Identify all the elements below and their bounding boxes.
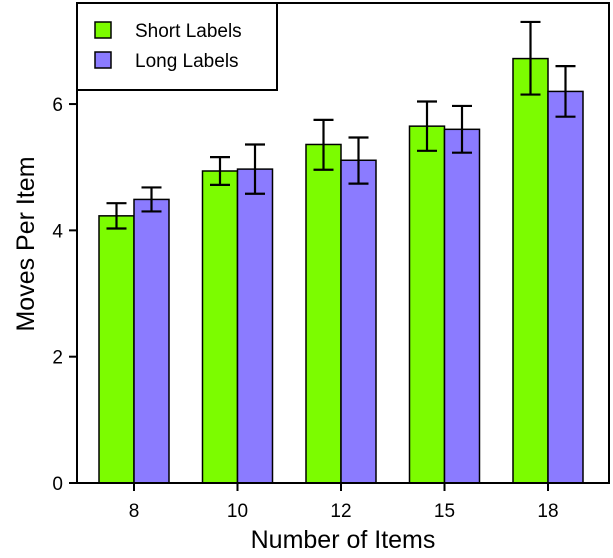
error-bar	[141, 186, 162, 213]
error-bar	[313, 118, 334, 171]
bar-long-labels	[547, 90, 584, 484]
axes-layer: 0 2 4 6 8 10 12 15 18	[52, 2, 610, 522]
y-axis-title: Moves Per Item	[12, 156, 40, 331]
bar-long-labels	[340, 159, 377, 484]
bars-layer	[98, 57, 584, 484]
bar-long-labels	[133, 198, 170, 484]
plot-frame	[76, 2, 610, 484]
x-tick-label: 15	[434, 501, 455, 522]
y-tick-label: 0	[52, 474, 63, 495]
error-bar	[417, 100, 437, 152]
y-tick-label: 6	[52, 95, 63, 116]
error-bars-layer	[106, 20, 576, 230]
legend-label: Long Labels	[135, 51, 239, 72]
x-tick-label: 10	[227, 501, 248, 522]
legend-swatch	[94, 21, 112, 39]
legend-box	[76, 2, 278, 91]
error-bar	[452, 104, 472, 154]
error-bar	[348, 136, 369, 185]
error-bar	[245, 143, 265, 195]
legend-label: Short Labels	[135, 21, 242, 42]
x-tick-label: 8	[129, 501, 140, 522]
legend-swatch	[94, 51, 112, 69]
legend: Short Labels Long Labels	[76, 2, 278, 91]
bar-short-labels	[201, 170, 239, 484]
bar-short-labels	[305, 143, 342, 484]
error-bar	[520, 20, 541, 96]
x-tick-label: 12	[330, 501, 351, 522]
error-bar	[210, 156, 230, 186]
bar-short-labels	[512, 57, 549, 484]
bar-short-labels	[408, 125, 446, 484]
error-bar	[106, 202, 127, 230]
x-tick-label: 18	[537, 501, 558, 522]
x-axis-title: Number of Items	[251, 526, 436, 554]
error-bar	[555, 65, 576, 118]
bar-long-labels	[236, 168, 274, 484]
bar-short-labels	[98, 215, 135, 484]
bar-long-labels	[443, 128, 481, 484]
y-tick-label: 2	[52, 348, 63, 369]
y-tick-label: 4	[52, 221, 63, 242]
